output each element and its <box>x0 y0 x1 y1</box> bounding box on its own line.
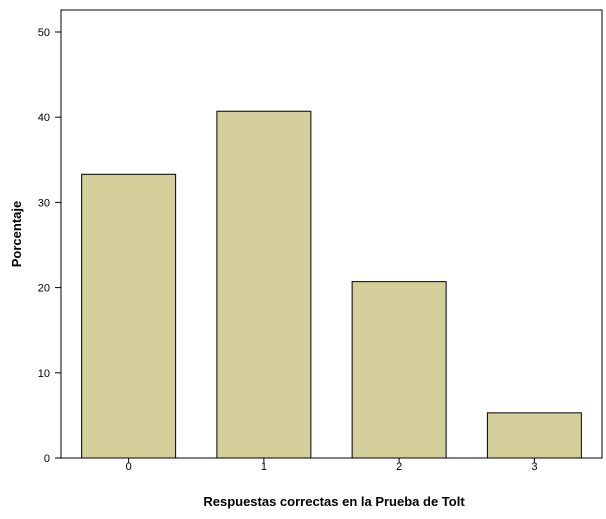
y-tick-label-40: 40 <box>38 112 50 124</box>
bar-2 <box>351 281 447 459</box>
y-tick-label-0: 0 <box>44 453 50 465</box>
y-tick-label-10: 10 <box>38 368 50 380</box>
y-axis: 0 10 20 30 40 50 <box>38 27 61 465</box>
x-tick-label-3: 3 <box>531 461 537 473</box>
y-tick-label-50: 50 <box>38 27 50 39</box>
x-axis: 0 1 2 3 <box>126 458 537 473</box>
y-axis-title: Porcentaje <box>9 201 24 267</box>
x-tick-label-0: 0 <box>126 461 132 473</box>
bars-layer <box>81 110 582 459</box>
x-tick-label-1: 1 <box>261 461 267 473</box>
x-tick-label-2: 2 <box>396 461 402 473</box>
y-tick-label-30: 30 <box>38 197 50 209</box>
bar-3 <box>486 412 582 459</box>
bar-0 <box>81 173 177 459</box>
x-axis-title: Respuestas correctas en la Prueba de Tol… <box>203 494 465 509</box>
plot-area-frame <box>60 9 603 459</box>
y-tick-label-20: 20 <box>38 283 50 295</box>
bar-1 <box>216 110 312 459</box>
